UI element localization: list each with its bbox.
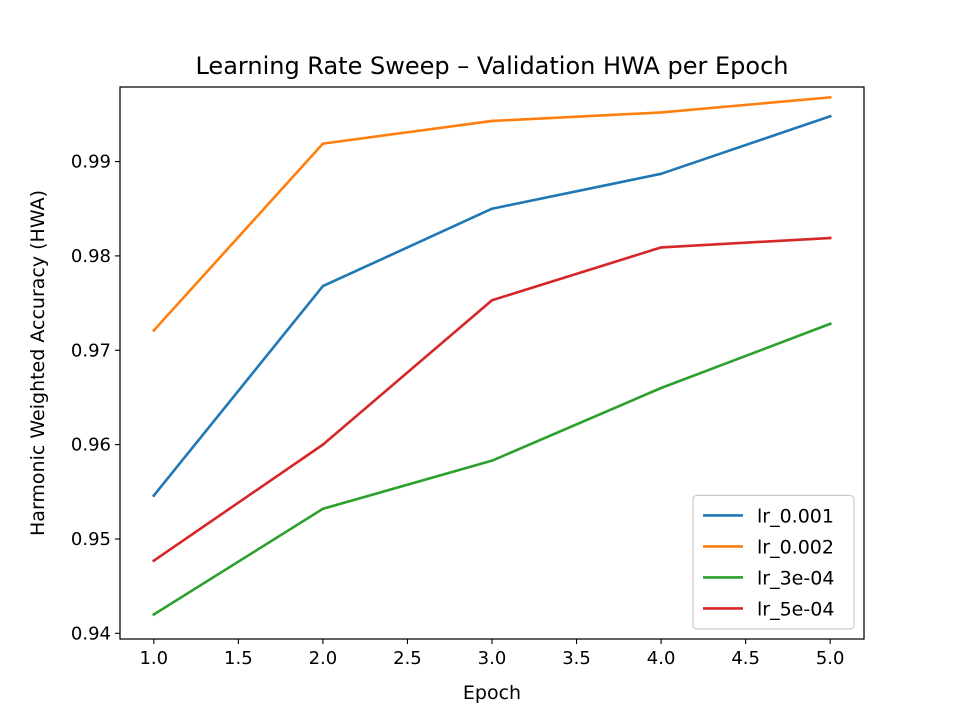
x-tick-label: 1.5	[224, 648, 253, 669]
series-layer	[151, 95, 832, 617]
x-tick-label: 3.5	[562, 648, 591, 669]
data-point	[828, 322, 832, 326]
y-axis-label: Harmonic Weighted Accuracy (HWA)	[27, 190, 49, 536]
legend-label: lr_0.001	[757, 505, 834, 527]
y-tick-label: 0.98	[71, 246, 111, 267]
x-tick-label: 4.0	[647, 648, 676, 669]
y-tick-label: 0.95	[71, 529, 111, 550]
x-axis-label: Epoch	[463, 682, 521, 704]
chart-title: Learning Rate Sweep – Validation HWA per…	[195, 52, 788, 80]
data-point	[659, 172, 663, 176]
data-point	[490, 119, 494, 123]
x-tick-label: 2.5	[393, 648, 422, 669]
data-point	[321, 507, 325, 511]
data-point	[828, 236, 832, 240]
data-point	[152, 329, 156, 332]
data-point	[659, 111, 663, 114]
legend-label: lr_3e-04	[757, 567, 834, 589]
y-axis: 0.94 0.95 0.96 0.97 0.98 0.99	[71, 152, 120, 644]
data-point	[321, 142, 325, 145]
data-point	[828, 114, 832, 118]
legend-box	[692, 494, 855, 630]
x-tick-label: 5.0	[816, 648, 845, 669]
x-tick-label: 3.0	[478, 648, 507, 669]
data-point	[659, 386, 663, 390]
data-point	[152, 613, 156, 616]
y-tick-label: 0.96	[71, 435, 111, 456]
data-point	[828, 96, 832, 99]
x-tick-label: 2.0	[309, 648, 338, 669]
legend-label: lr_5e-04	[757, 598, 834, 620]
data-point	[321, 443, 325, 446]
x-tick-label: 4.5	[731, 648, 760, 669]
x-axis: 1.0 1.5 2.0 2.5 3.0 3.5 4.0 4.5 5.0	[139, 639, 845, 669]
x-tick-label: 1.0	[139, 648, 168, 669]
data-point	[321, 284, 325, 288]
legend: lr_0.001 lr_0.002 lr_3e-04 lr_5e-04	[692, 494, 855, 630]
y-tick-label: 0.94	[71, 623, 111, 644]
data-point	[490, 459, 494, 462]
plot-area	[119, 86, 865, 640]
data-point	[490, 207, 494, 211]
data-point	[659, 246, 663, 249]
data-point	[490, 298, 494, 302]
y-tick-label: 0.99	[71, 152, 111, 173]
legend-label: lr_0.002	[757, 536, 834, 558]
y-tick-label: 0.97	[71, 340, 111, 361]
data-point	[152, 494, 156, 497]
data-point	[152, 559, 156, 562]
